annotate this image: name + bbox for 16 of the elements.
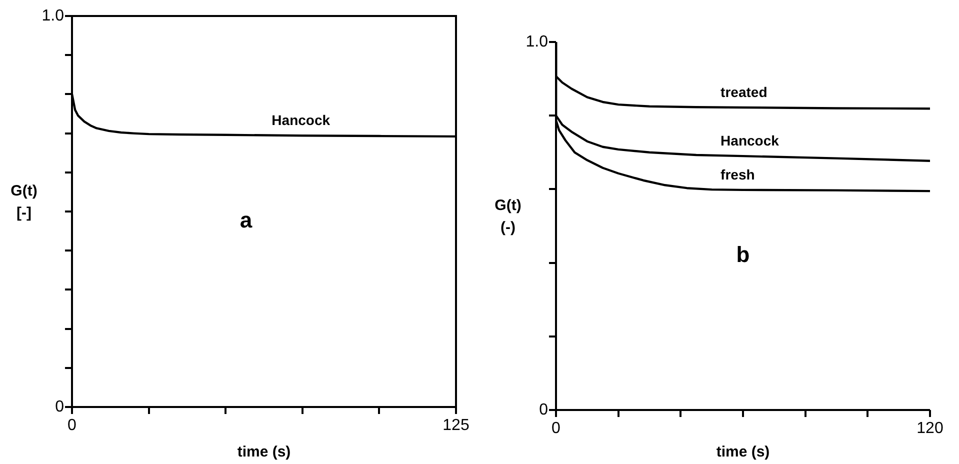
annotation: a (240, 208, 253, 233)
y-tick-label: 1.0 (526, 33, 548, 50)
series-label: treated (720, 84, 768, 100)
series-label: Hancock (272, 112, 330, 128)
x-tick-label: 120 (916, 420, 944, 438)
x-tick-label: 0 (552, 420, 561, 438)
series-label: fresh (720, 166, 755, 183)
x-tick-label: 125 (442, 417, 470, 434)
series-label: Hancock (720, 132, 780, 148)
x-axis-title: time (s) (237, 444, 291, 461)
x-axis-title: time (s) (716, 444, 770, 461)
y-axis-title: G(t) (-) (494, 197, 522, 236)
y-tick-label: 1.0 (42, 7, 64, 24)
annotation: b (736, 242, 750, 268)
x-tick-label: 0 (68, 417, 77, 434)
y-axis-title: G(t) [-] (10, 182, 38, 222)
